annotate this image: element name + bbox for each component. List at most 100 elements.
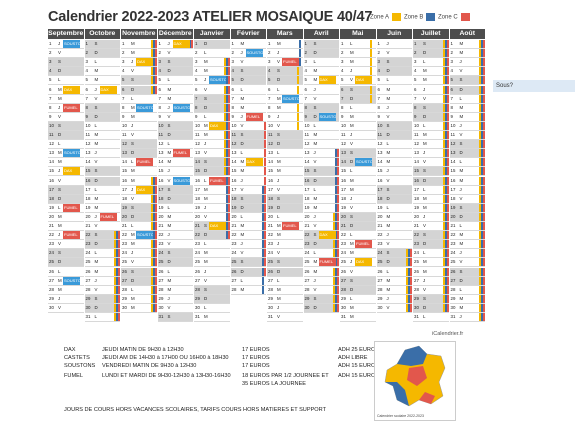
day-cell[interactable]: 26 M — [303, 267, 339, 277]
day-cell[interactable]: 26 J — [194, 268, 230, 277]
day-cell[interactable]: 17 V — [267, 186, 303, 195]
day-cell[interactable]: 23 L — [194, 240, 230, 250]
day-cell[interactable]: 25 D — [157, 258, 193, 268]
day-cell[interactable]: 24 L — [303, 249, 339, 259]
day-cell[interactable]: 12 D — [267, 140, 303, 150]
day-cell[interactable]: 21 V — [413, 222, 449, 231]
day-cell[interactable]: 14 M — [157, 158, 193, 168]
day-cell[interactable]: 31 M — [340, 313, 376, 322]
event-fumel[interactable]: FUMEL — [209, 176, 226, 185]
event-dax[interactable]: DAX — [245, 158, 263, 167]
day-cell[interactable]: 23 V — [157, 240, 193, 250]
day-cell[interactable]: 22 M — [230, 231, 266, 241]
day-cell[interactable]: 18 D — [376, 194, 412, 204]
day-cell[interactable]: 10 J — [121, 122, 157, 131]
event-dax[interactable]: DAX — [63, 85, 80, 94]
day-cell[interactable]: 25 M — [194, 258, 230, 268]
day-cell[interactable]: 10 J — [449, 121, 485, 131]
day-cell[interactable]: 27 D — [121, 276, 157, 286]
day-cell[interactable]: 16 M — [340, 177, 376, 186]
day-cell[interactable]: 27 L — [267, 277, 303, 286]
day-cell[interactable]: 30 D — [413, 303, 449, 313]
day-cell[interactable]: 30 D — [84, 303, 120, 313]
day-cell[interactable]: 13 L — [230, 149, 266, 159]
day-cell[interactable]: 15 M — [267, 167, 303, 177]
day-cell[interactable]: 22 J — [157, 231, 193, 241]
day-cell[interactable]: 12 M — [413, 140, 449, 150]
day-cell[interactable]: 26 M — [413, 267, 449, 277]
day-cell[interactable]: 31 J — [449, 313, 485, 322]
day-cell[interactable]: 26 L — [48, 268, 84, 277]
day-cell[interactable]: 21 D — [340, 222, 376, 231]
day-cell[interactable]: 28 M — [157, 286, 193, 295]
day-cell[interactable]: 24 M — [194, 249, 230, 259]
day-cell[interactable]: 19 D — [230, 203, 266, 213]
day-cell[interactable]: 28 L — [449, 285, 485, 295]
day-cell[interactable]: 27 V — [194, 277, 230, 286]
day-cell[interactable]: 25 M — [413, 258, 449, 268]
day-cell[interactable]: 27 M — [376, 276, 412, 286]
day-cell[interactable]: 27 D — [449, 276, 485, 286]
event-fumel[interactable]: FUMEL — [355, 240, 372, 249]
event-soustons[interactable]: SOUSTONS — [209, 76, 226, 85]
day-cell[interactable]: 13 J — [84, 149, 120, 159]
day-cell[interactable]: 24 S — [376, 249, 412, 259]
day-cell[interactable]: 11 D — [376, 131, 412, 140]
day-cell[interactable]: 11 V — [121, 131, 157, 140]
day-cell[interactable]: 26 D — [230, 267, 266, 277]
day-cell[interactable]: 25 J — [340, 258, 376, 268]
day-cell[interactable]: 30 D — [303, 303, 339, 313]
event-dax[interactable]: DAX — [355, 76, 372, 85]
day-cell[interactable]: 20 J — [303, 212, 339, 222]
day-cell[interactable]: 15 J — [376, 167, 412, 177]
day-cell[interactable]: 30 J — [267, 304, 303, 313]
day-cell[interactable]: 24 S — [48, 249, 84, 259]
event-soustons[interactable]: SOUSTONS — [63, 40, 80, 48]
day-cell[interactable]: 13 J — [413, 149, 449, 159]
day-cell[interactable]: 27 J — [303, 276, 339, 286]
day-cell[interactable]: 10 V — [267, 121, 303, 131]
day-cell[interactable]: 29 J — [157, 295, 193, 304]
event-soustons[interactable]: SOUSTONS — [136, 231, 153, 240]
day-cell[interactable]: 11 M — [413, 131, 449, 140]
day-cell[interactable]: 21 M — [376, 222, 412, 231]
day-cell[interactable]: 20 L — [230, 212, 266, 222]
day-cell[interactable]: 19 M — [303, 203, 339, 213]
day-cell[interactable]: 22 M — [267, 231, 303, 241]
day-cell[interactable]: 11 S — [267, 131, 303, 140]
event-fumel[interactable]: FUMEL — [63, 203, 80, 212]
day-cell[interactable]: 19 S — [121, 203, 157, 213]
event-soustons[interactable]: SOUSTONS — [172, 103, 190, 112]
day-cell[interactable]: 11 S — [230, 131, 266, 140]
event-fumel[interactable]: FUMEL — [136, 158, 153, 167]
day-cell[interactable]: 15 D — [194, 167, 230, 177]
day-cell[interactable]: 20 V — [194, 212, 230, 222]
event-fumel[interactable]: FUMEL — [99, 212, 117, 221]
day-cell[interactable]: 30 V — [48, 304, 84, 313]
day-cell[interactable]: 30 V — [157, 304, 193, 313]
day-cell[interactable]: 29 D — [194, 294, 230, 304]
day-cell[interactable]: 19 S — [449, 203, 485, 213]
